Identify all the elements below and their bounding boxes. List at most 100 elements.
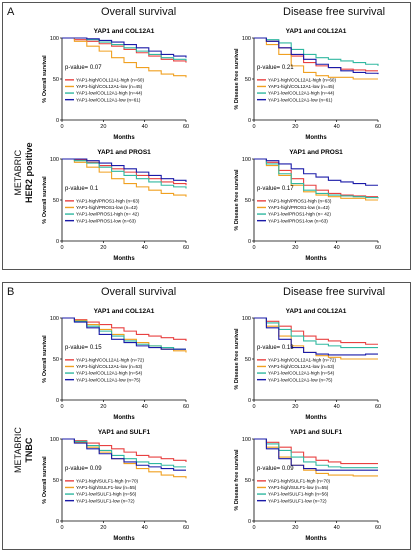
x-tick-label: 60 [183, 245, 189, 251]
legend-entry: YAP1-low/PROS1-high (n= 42) [76, 212, 139, 217]
cohort-subtype: TNBC [24, 437, 34, 463]
p-value-annotation: p-value= 0.1 [65, 186, 99, 192]
x-tick-label: 60 [183, 525, 189, 531]
legend-entry: YAP1-high/COL12A1-low (n=45) [268, 84, 335, 89]
y-tick-label: 0 [248, 118, 251, 124]
x-tick-label: 60 [183, 404, 189, 410]
x-tick-label: 60 [375, 124, 381, 130]
y-axis-label: % Overall survival [42, 55, 48, 103]
legend-entry: YAP1-high/PROS1-low (n=42) [268, 205, 330, 210]
panel-a: A Overall survival Disease free survival… [2, 2, 411, 270]
y-tick-label: 0 [248, 239, 251, 245]
panel-letter: B [7, 286, 15, 298]
x-tick-label: 40 [334, 525, 340, 531]
legend-entry: YAP1-low/PROS1-low (n=63) [268, 218, 328, 223]
y-tick-label: 100 [242, 157, 251, 163]
x-tick-label: 20 [100, 124, 106, 130]
survival-curve-4 [62, 317, 186, 350]
cohort-label: METABRIC HER2 positive [13, 142, 35, 203]
y-tick-label: 100 [50, 316, 59, 322]
x-tick-label: 20 [292, 525, 298, 531]
y-axis-label: % Disease free survival [234, 328, 240, 390]
overall-survival-heading: Overall survival [101, 6, 177, 18]
survival-curve-3 [254, 317, 378, 349]
overall-survival-heading: Overall survival [101, 286, 177, 298]
legend-entry: YAP1-high/COL12A1-low (n=53) [268, 364, 335, 369]
survival-curve-4 [62, 37, 187, 58]
y-axis-label: % Disease free survival [234, 169, 240, 231]
survival-curve-1 [254, 317, 378, 345]
survival-curve-2 [62, 37, 187, 78]
y-axis-label: % Overall survival [42, 176, 48, 224]
survival-curve-4 [62, 158, 187, 182]
cohort-label: METABRIC TNBC [13, 427, 35, 473]
x-axis-label: Months [113, 135, 135, 141]
p-value-annotation: p-value= 0.07 [65, 65, 102, 71]
y-tick-label: 100 [50, 36, 59, 42]
y-axis-label: % Disease free survival [234, 48, 240, 110]
survival-curve-2 [62, 158, 187, 197]
y-tick-label: 100 [50, 437, 59, 443]
legend-entry: YAP1-low/SULF1-low (n=72) [268, 498, 327, 503]
x-tick-label: 60 [375, 404, 381, 410]
legend-entry: YAP1-high/SULF1-low (n=55) [76, 485, 137, 490]
survival-curve-1 [254, 438, 378, 465]
km-chart: YAP1 and COL12A1 0 50 100 0 20 40 60 Months % Ove… [42, 308, 189, 421]
legend-entry: YAP1-low/PROS1-high (n= 42) [268, 212, 331, 217]
legend-entry: YAP1-high/COL12A1-high (n=72) [268, 357, 336, 362]
legend-entry: YAP1-high/SULF1-low (n=55) [268, 485, 329, 490]
km-chart: YAP1 and SULF1 0 50 100 0 20 40 60 Months % Disea… [234, 429, 381, 542]
x-tick-label: 40 [334, 245, 340, 251]
y-tick-label: 50 [53, 77, 59, 83]
p-value-annotation: p-value= 0.09 [65, 466, 102, 472]
y-tick-label: 50 [245, 77, 251, 83]
legend-entry: YAP1-low/COL12A1-high (n=54) [268, 371, 335, 376]
disease-free-survival-heading: Disease free survival [283, 6, 386, 18]
x-tick-label: 20 [292, 404, 298, 410]
p-value-annotation: p-value= 0.09 [257, 466, 294, 472]
x-tick-label: 40 [142, 525, 148, 531]
y-axis-label: % Overall survival [42, 335, 48, 383]
y-tick-label: 0 [56, 398, 59, 404]
cohort-name: METABRIC [13, 149, 23, 196]
legend-entry: YAP1-high/COL12A1-low (n=53) [76, 364, 143, 369]
y-tick-label: 0 [56, 239, 59, 245]
cohort-name: METABRIC [13, 427, 23, 473]
km-chart: YAP1 and PROS1 0 50 100 0 20 40 60 Months % Overa… [42, 149, 189, 262]
y-tick-label: 50 [53, 478, 59, 484]
y-tick-label: 50 [245, 478, 251, 484]
x-tick-label: 20 [292, 124, 298, 130]
chart-title: YAP1 and PROS1 [289, 149, 343, 156]
x-tick-label: 20 [100, 245, 106, 251]
disease-free-survival-heading: Disease free survival [283, 286, 386, 298]
km-chart: YAP1 and COL12A1 0 50 100 0 20 40 60 Months % Dis… [234, 308, 381, 421]
y-tick-label: 100 [242, 437, 251, 443]
y-tick-label: 0 [56, 118, 59, 124]
legend-entry: YAP1-low/COL12A1-low (n=61) [76, 97, 141, 102]
x-axis-label: Months [113, 256, 135, 262]
x-tick-label: 0 [60, 404, 63, 410]
chart-title: YAP1 and COL12A1 [94, 308, 155, 315]
y-tick-label: 50 [245, 198, 251, 204]
legend-entry: YAP1-low/SULF1-high (n=56) [76, 492, 137, 497]
x-tick-label: 0 [60, 124, 63, 130]
legend-entry: YAP1-high/COL12A1-high (n=60) [268, 77, 336, 82]
chart-title: YAP1 and SULF1 [98, 429, 151, 436]
x-axis-label: Months [113, 415, 135, 421]
x-tick-label: 60 [375, 525, 381, 531]
legend-entry: YAP1-high/PROS1-low (n=42) [76, 205, 138, 210]
legend-entry: YAP1-high/PROS1-high (n=63) [76, 198, 140, 203]
survival-curve-4 [254, 158, 378, 186]
legend-entry: YAP1-high/COL12A1-high (n=72) [76, 357, 144, 362]
y-tick-label: 0 [248, 398, 251, 404]
p-value-annotation: p-value= 0.21 [257, 65, 294, 71]
legend-entry: YAP1-high/SULF1-high (n=70) [76, 478, 139, 483]
y-tick-label: 50 [53, 198, 59, 204]
survival-curve-4 [254, 317, 378, 356]
y-tick-label: 100 [242, 36, 251, 42]
y-axis-label: % Disease free survival [234, 449, 240, 511]
chart-title: YAP1 and COL12A1 [94, 28, 155, 35]
y-tick-label: 0 [56, 519, 59, 525]
survival-curve-2 [254, 37, 378, 80]
x-tick-label: 40 [142, 124, 148, 130]
